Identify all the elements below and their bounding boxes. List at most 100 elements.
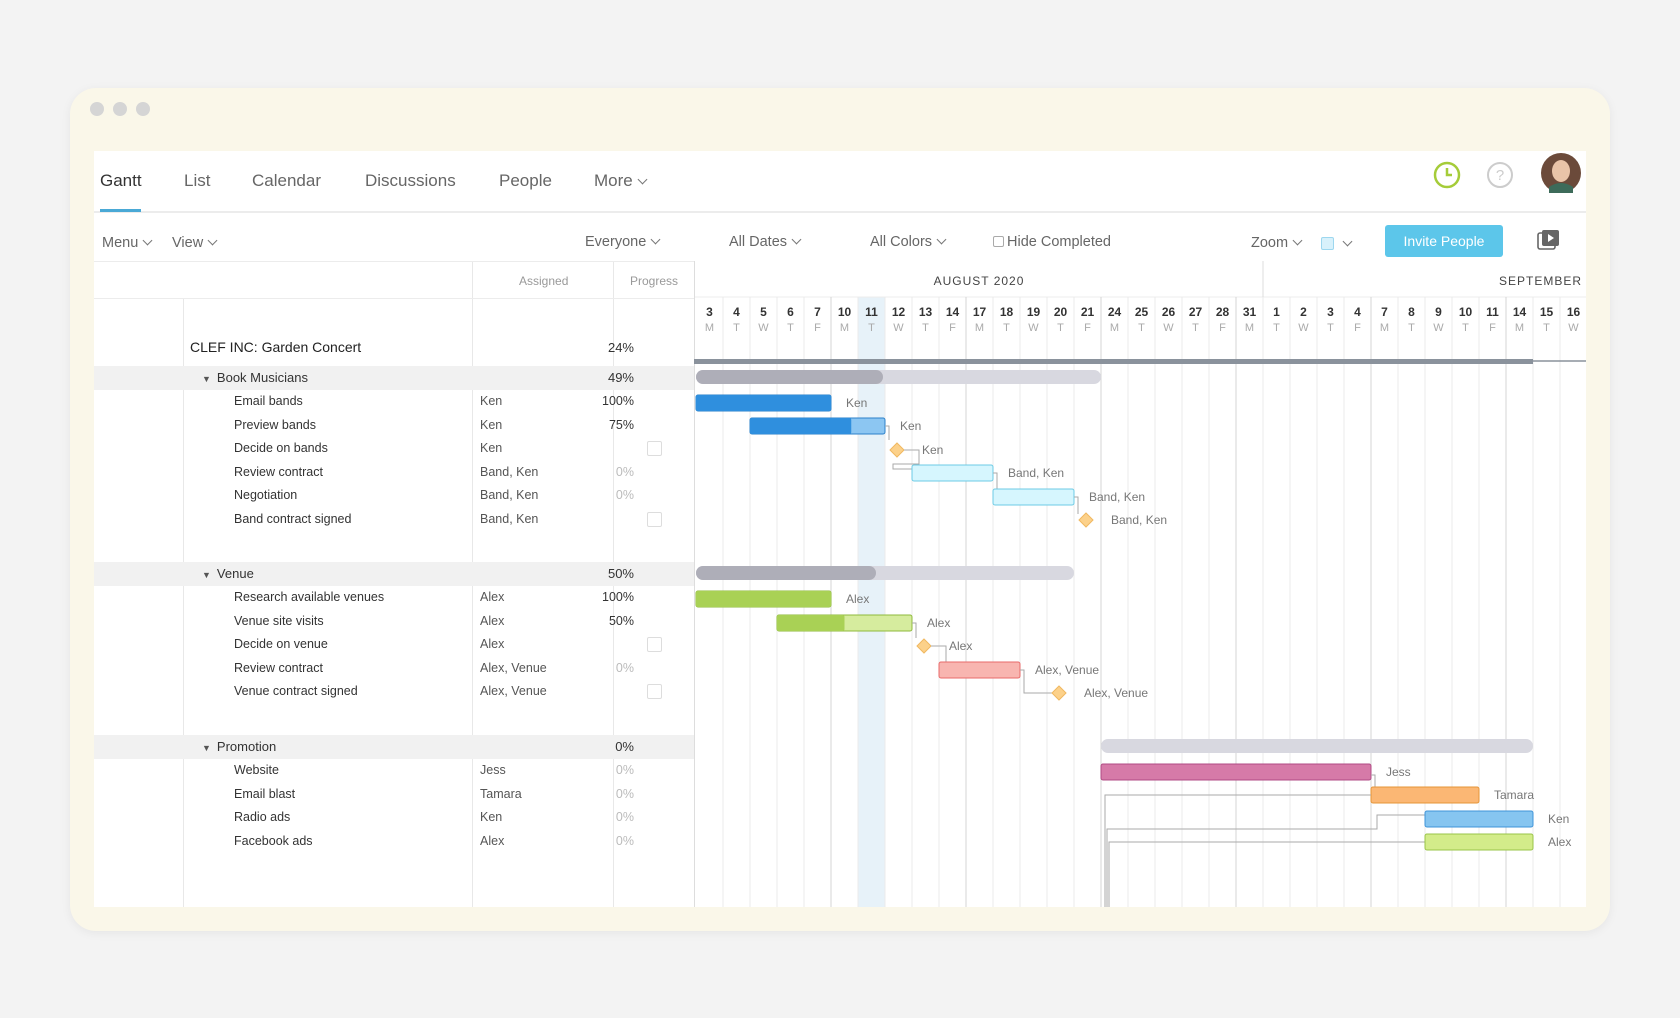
group-row[interactable] [94, 366, 694, 390]
dependency-connector [892, 449, 920, 470]
day-number-label: 4 [1354, 305, 1361, 319]
dependency-connector [1106, 814, 1425, 907]
task-name[interactable]: Review contract [234, 464, 323, 479]
task-assigned[interactable]: Ken [480, 441, 503, 456]
task-name[interactable]: Website [234, 763, 279, 777]
task-bar-radio-ads[interactable] [1424, 810, 1534, 828]
group-name[interactable]: ▼ Promotion [202, 739, 276, 754]
color-picker[interactable] [1321, 235, 1353, 252]
tab-more[interactable]: More [594, 161, 648, 201]
everyone-filter[interactable]: Everyone [585, 234, 661, 250]
group-row[interactable] [94, 562, 694, 586]
zoom-dropdown[interactable]: Zoom [1251, 235, 1303, 251]
chevron-down-icon [637, 174, 648, 185]
hide-completed-toggle[interactable]: Hide Completed [993, 234, 1111, 250]
task-name[interactable]: Radio ads [234, 810, 291, 824]
group-bar[interactable] [1101, 739, 1533, 753]
task-name[interactable]: Email bands [234, 394, 303, 408]
tab-people[interactable]: People [499, 171, 552, 190]
weekday-label: W [1568, 322, 1579, 334]
task-name[interactable]: Band contract signed [234, 512, 352, 526]
milestone-checkbox[interactable] [647, 637, 662, 653]
playback-icon[interactable] [1537, 229, 1561, 251]
task-bar-facebook-ads[interactable] [1424, 833, 1534, 851]
task-name[interactable]: Review contract [234, 660, 323, 675]
tab-list[interactable]: List [184, 171, 211, 190]
task-name[interactable]: Negotiation [234, 488, 298, 503]
task-name[interactable]: Decide on venue [234, 637, 328, 652]
task-name[interactable]: Preview bands [234, 417, 316, 432]
help-icon[interactable]: ? [1485, 160, 1515, 190]
day-number-label: 8 [1408, 305, 1415, 319]
milestone-venue-contract[interactable] [1051, 685, 1067, 701]
task-name[interactable]: Venue site visits [234, 613, 324, 628]
task-assigned[interactable]: Alex, Venue [480, 684, 547, 699]
task-bar-research-venues-progress [696, 591, 831, 607]
group-row[interactable] [94, 735, 694, 759]
collapse-triangle-icon[interactable]: ▼ [202, 743, 211, 753]
task-assigned[interactable]: Tamara [480, 786, 522, 801]
day-number-label: 21 [1081, 305, 1095, 319]
task-bar-preview-bands-progress [750, 418, 852, 434]
day-number-label: 31 [1243, 305, 1257, 319]
zoom-dropdown-label: Zoom [1251, 235, 1289, 251]
task-assigned[interactable]: Alex [480, 590, 505, 604]
view-dropdown[interactable]: View [172, 235, 218, 251]
maximize-dot[interactable] [136, 102, 150, 116]
avatar[interactable] [1541, 153, 1581, 193]
task-name[interactable]: Decide on bands [234, 441, 328, 456]
collapse-triangle-icon[interactable]: ▼ [202, 374, 211, 384]
tab-discussions[interactable]: Discussions [365, 171, 456, 190]
day-number-label: 12 [892, 305, 906, 319]
collapse-triangle-icon[interactable]: ▼ [202, 570, 211, 580]
tab-gantt[interactable]: Gantt [100, 171, 142, 190]
task-assigned[interactable]: Ken [480, 394, 503, 408]
day-number-label: 17 [973, 305, 987, 319]
bar-label: Tamara [1494, 788, 1534, 802]
task-assigned[interactable]: Band, Ken [480, 488, 539, 503]
minimize-dot[interactable] [113, 102, 127, 116]
task-assigned[interactable]: Ken [480, 417, 503, 432]
bar-label: Ken [922, 443, 943, 457]
task-assigned[interactable]: Alex, Venue [480, 660, 547, 675]
tab-calendar[interactable]: Calendar [252, 171, 321, 190]
milestone-checkbox[interactable] [647, 512, 662, 527]
teamgantt-app: Gantt List Calendar Discussions People M… [94, 151, 1586, 907]
task-name[interactable]: Venue contract signed [234, 684, 358, 699]
invite-people-button[interactable]: Invite People [1385, 225, 1503, 257]
weekday-label: M [705, 322, 714, 334]
task-assigned[interactable]: Alex [480, 833, 505, 848]
menu-dropdown[interactable]: Menu [102, 235, 153, 251]
milestone-checkbox[interactable] [647, 684, 662, 700]
task-bar-venue-review[interactable] [938, 661, 1021, 679]
close-dot[interactable] [90, 102, 104, 116]
dates-filter[interactable]: All Dates [729, 234, 802, 250]
task-name[interactable]: Email blast [234, 786, 296, 801]
group-name[interactable]: ▼ Venue [202, 566, 254, 581]
task-bar-review-contract[interactable] [911, 464, 994, 482]
task-assigned[interactable]: Band, Ken [480, 512, 539, 526]
day-number-label: 14 [1513, 305, 1527, 319]
project-summary-bar[interactable] [694, 359, 1533, 364]
task-assigned[interactable]: Alex [480, 613, 505, 628]
milestone-decide-bands[interactable] [889, 442, 905, 458]
task-name[interactable]: Facebook ads [234, 833, 313, 848]
task-assigned[interactable]: Jess [480, 763, 506, 777]
colors-filter[interactable]: All Colors [870, 234, 947, 250]
milestone-checkbox[interactable] [647, 441, 662, 457]
clock-icon[interactable] [1432, 160, 1462, 190]
task-bar-website[interactable] [1100, 763, 1372, 781]
project-name[interactable]: CLEF INC: Garden Concert [190, 339, 362, 355]
task-assigned[interactable]: Alex [480, 637, 505, 652]
task-assigned[interactable]: Band, Ken [480, 464, 539, 479]
day-number-label: 15 [1540, 305, 1554, 319]
task-bar-email-blast[interactable] [1370, 786, 1480, 804]
milestone-decide-venue[interactable] [916, 638, 932, 654]
task-progress: 0% [615, 488, 634, 503]
task-bar-negotiation[interactable] [992, 488, 1075, 506]
hide-completed-checkbox[interactable] [993, 236, 1004, 247]
group-name[interactable]: ▼ Book Musicians [202, 370, 308, 385]
task-name[interactable]: Research available venues [234, 590, 385, 604]
task-assigned[interactable]: Ken [480, 810, 503, 824]
milestone-band-contract[interactable] [1078, 512, 1094, 528]
